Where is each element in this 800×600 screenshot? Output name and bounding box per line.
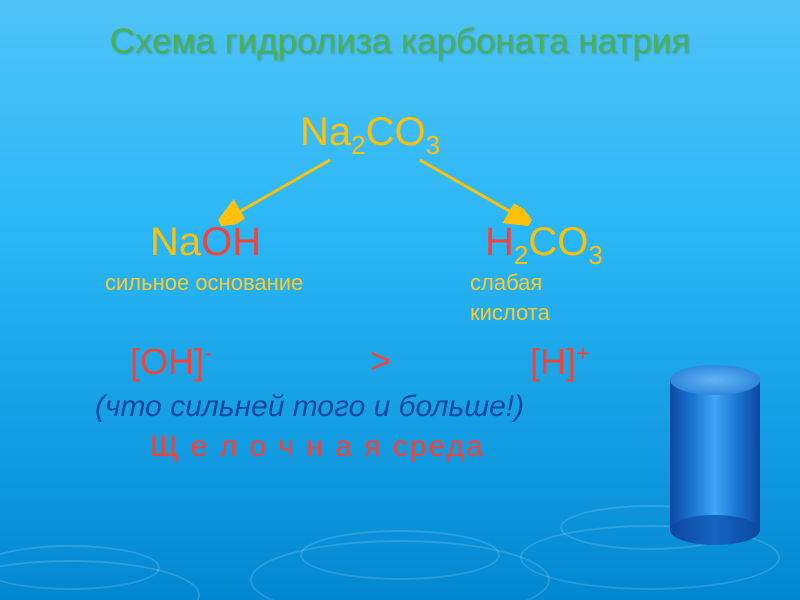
sub-2: 2 [514,240,528,270]
desc-strong-base: сильное основание [105,270,303,296]
compound-h2co3: H2CO3 [485,220,603,271]
desc-weak: слабая [470,270,542,296]
ion-oh-text: [OH] [130,341,204,382]
note-text: (что сильней того и больше!) [95,390,524,424]
environment-label: Щ е л о ч н а я среда [150,430,485,464]
desc-acid: кислота [470,300,550,326]
ion-oh: [OH]- [130,340,212,383]
text-co: CO [528,220,588,264]
ion-h: [H]+ [530,340,590,383]
compound-naoh: NaOH [150,220,261,265]
text-h: H [485,220,514,264]
cylinder-bottom [670,515,760,545]
text-oh: OH [201,220,261,264]
cylinder-top [670,365,760,395]
text-na: Na [150,220,201,264]
ion-h-charge: + [576,340,590,366]
cylinder-graphic [670,365,760,545]
ion-h-text: [H] [530,341,576,382]
ion-gt: > [370,340,391,382]
cylinder-body [670,380,760,530]
sub-3: 3 [588,240,602,270]
ion-oh-charge: - [204,340,212,366]
